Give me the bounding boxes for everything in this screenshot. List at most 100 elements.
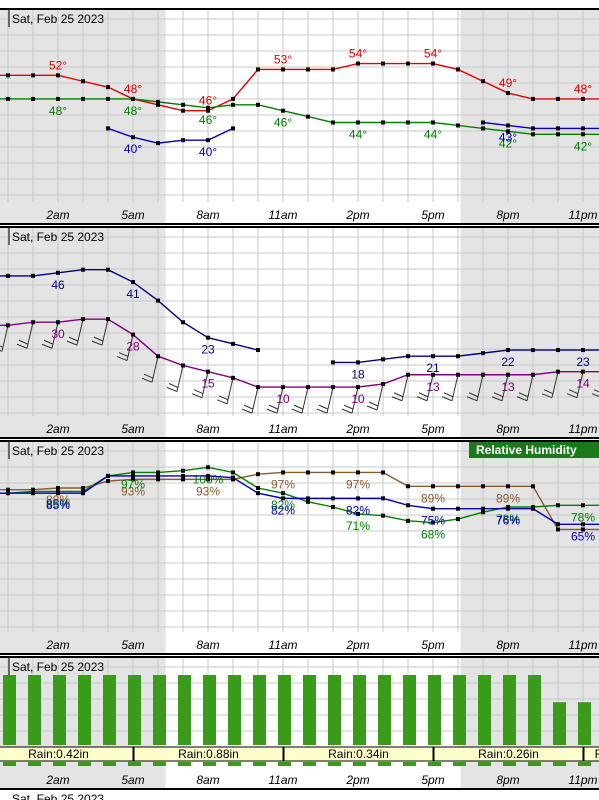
data-point (206, 473, 210, 478)
panel-humidity: 88%93% 93% 97% 97%89% 89%85%97% 100%82%71%68%… (0, 440, 599, 655)
panel-body: Rain:0.42in Rain:0.88in Rain:0.34in Rain:0.… (0, 657, 599, 789)
x-tick-label: 2am (45, 773, 69, 787)
series-line-wind_chill_late (482, 121, 599, 130)
x-tick-label: 5pm (421, 208, 444, 222)
data-label: 23 (576, 355, 590, 369)
data-point (581, 348, 585, 353)
rain-bar-foot (578, 762, 591, 766)
x-tick-label: 5pm (421, 773, 444, 787)
data-point (456, 67, 460, 72)
wind-barb (541, 371, 559, 399)
data-point (331, 385, 335, 390)
x-tick-label: 2pm (345, 638, 369, 652)
wind-barb (366, 383, 384, 411)
data-point (406, 61, 410, 66)
wind-barb (41, 322, 59, 349)
series-line-dewpoint (0, 98, 599, 135)
data-point (156, 470, 160, 475)
data-point (381, 382, 385, 387)
data-point (256, 67, 260, 72)
data-point (181, 320, 185, 325)
data-point (531, 506, 535, 511)
data-label: 76% (496, 514, 520, 528)
wind-barb (416, 374, 434, 402)
data-point (456, 484, 460, 489)
rain-bar (303, 675, 316, 745)
data-point (131, 473, 135, 478)
rain-bar (403, 675, 416, 745)
rain-bar (578, 702, 591, 745)
panel-date-label: Sat, Feb 25 2023 (12, 444, 104, 458)
data-point (106, 473, 110, 478)
data-point (481, 372, 485, 377)
data-point (431, 372, 435, 377)
data-label: 78% (571, 510, 595, 524)
x-tick-label: 5am (121, 638, 144, 652)
data-point (131, 477, 135, 482)
rain-bar (128, 675, 141, 745)
data-label: 88% (46, 493, 70, 507)
data-label: 46° (199, 94, 217, 108)
data-label: 85% (46, 496, 70, 510)
data-point (106, 317, 110, 322)
data-point (556, 96, 560, 101)
data-label: 65% (571, 529, 595, 543)
data-label: 52° (49, 58, 67, 72)
data-point (281, 491, 285, 496)
rain-bar (203, 675, 216, 745)
x-tick-label: 11am (268, 773, 297, 787)
rain-bar (353, 675, 366, 745)
data-point (206, 335, 210, 340)
data-label: 28 (126, 340, 140, 354)
data-label: 82% (271, 503, 295, 517)
data-point (231, 96, 235, 101)
x-tick-label: 11am (268, 422, 297, 436)
x-tick-label: 8pm (496, 773, 519, 787)
data-point (581, 503, 585, 508)
data-point (6, 73, 10, 78)
data-point (81, 486, 85, 490)
data-point (256, 102, 260, 107)
rain-bar-foot (403, 762, 416, 766)
rain-summary-label: Rain:0.88in (178, 747, 239, 761)
data-point (381, 357, 385, 362)
wind-barb (241, 386, 259, 414)
rain-bar (528, 675, 541, 745)
data-point (381, 470, 385, 475)
wind-barb (191, 371, 209, 399)
rain-bar (328, 675, 341, 745)
data-label: 78% (496, 512, 520, 526)
data-point (506, 123, 510, 128)
data-point (156, 473, 160, 478)
data-point (456, 517, 460, 522)
data-point (156, 102, 160, 107)
rain-bar (478, 675, 491, 745)
rain-bar-foot (453, 762, 466, 766)
panel-body: 88%93% 93% 97% 97%89% 89%85%97% 100%82%71%68%… (0, 441, 599, 654)
data-label: 93% (196, 484, 220, 498)
rain-bar-foot (128, 762, 141, 766)
rain-summary-label: Rain:0.26in (478, 747, 539, 761)
data-point (356, 61, 360, 66)
data-point (406, 503, 410, 508)
x-tick-label: 11am (268, 208, 297, 222)
data-point (131, 96, 135, 101)
panel-rain: Rain:0.42in Rain:0.88in Rain:0.34in Rain:0.… (0, 656, 599, 790)
data-label: 40° (124, 142, 142, 156)
data-point (256, 472, 260, 477)
x-tick-label: 5pm (421, 422, 444, 436)
series-line-wind_chill (107, 127, 234, 144)
data-point (506, 484, 510, 489)
data-point (481, 506, 485, 511)
x-tick-label: 5am (121, 208, 144, 222)
data-point (306, 496, 310, 501)
data-point (56, 73, 60, 78)
data-point (106, 267, 110, 272)
data-point (6, 323, 10, 328)
data-label: 54° (424, 47, 442, 61)
rain-bar (503, 675, 516, 745)
data-point (306, 470, 310, 475)
rain-bar-foot (528, 762, 541, 766)
data-point (156, 99, 160, 104)
wind-barb (116, 334, 134, 362)
